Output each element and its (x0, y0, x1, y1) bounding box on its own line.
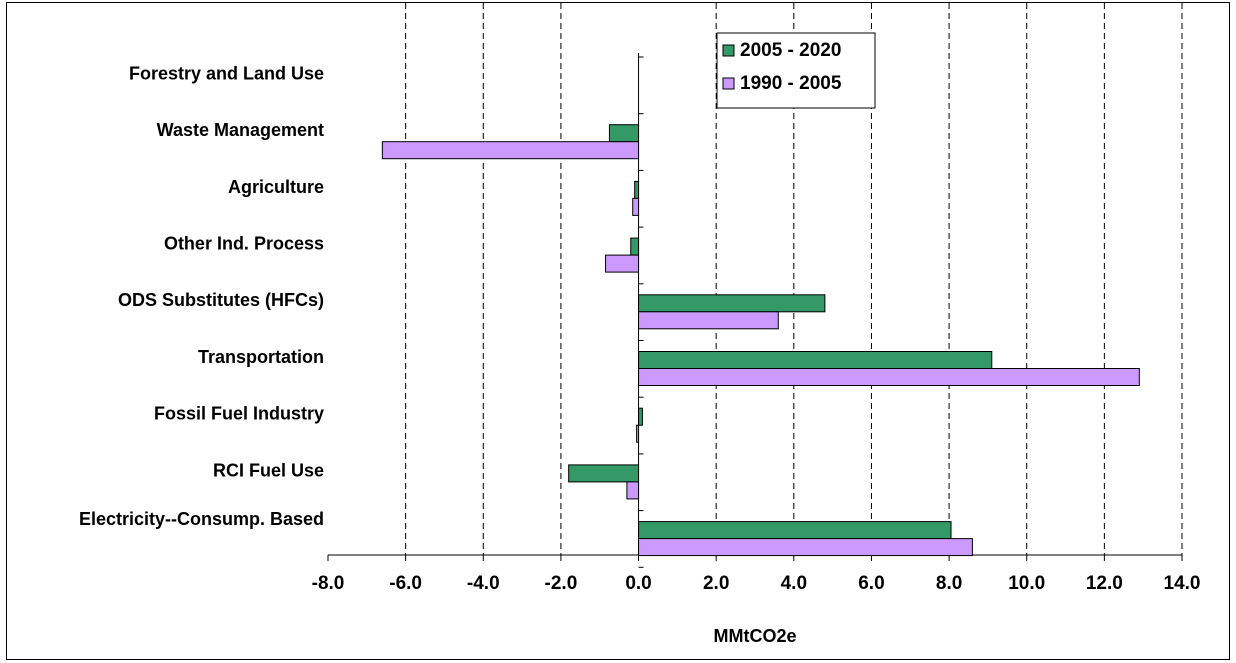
bar (638, 368, 1140, 386)
category-label: Waste Management (157, 120, 324, 140)
category-label: ODS Substitutes (HFCs) (118, 290, 324, 310)
bar (638, 407, 643, 426)
x-tick-label: 0.0 (625, 573, 651, 594)
category-label: Other Ind. Process (164, 233, 324, 253)
bar (638, 294, 826, 313)
x-tick-label: 2.0 (703, 573, 729, 594)
x-tick-label: -6.0 (389, 573, 422, 594)
bar (605, 254, 640, 273)
bar-chart: -8.0 -6.0 -4.0 -2.0 0.0 2.0 4.0 6.0 8.0 10.0 12.0 1… (79, 3, 1201, 646)
bar (638, 351, 993, 369)
bar (626, 481, 640, 500)
bar (638, 311, 779, 330)
x-tick-label: 10.0 (1008, 573, 1045, 594)
category-label: RCI Fuel Use (213, 460, 324, 480)
bar (638, 521, 952, 540)
category-label: Electricity--Consump. Based (79, 509, 324, 529)
legend-label-1990-2005: 1990 - 2005 (740, 73, 842, 94)
legend-box (716, 32, 876, 109)
bar (608, 124, 640, 143)
bar (632, 197, 640, 216)
category-label: Fossil Fuel Industry (154, 404, 324, 424)
x-tick-label: 8.0 (936, 573, 962, 594)
bar (381, 141, 640, 160)
labels: -8.0 -6.0 -4.0 -2.0 0.0 2.0 4.0 6.0 8.0 10.0 12.0 1… (79, 63, 1201, 594)
bar (634, 180, 640, 199)
x-axis-title: MMtCO2e (713, 626, 796, 646)
bar (636, 424, 640, 443)
bar (568, 464, 640, 483)
chart-frame: -8.0 -6.0 -4.0 -2.0 0.0 2.0 4.0 6.0 8.0 10.0 12.0 1… (6, 2, 1230, 660)
x-tick-label: 6.0 (858, 573, 884, 594)
legend-label-2005-2020: 2005 - 2020 (740, 40, 841, 61)
category-label: Agriculture (228, 177, 324, 197)
category-label: Forestry and Land Use (129, 63, 324, 83)
x-tick-label: -8.0 (312, 573, 345, 594)
bar (638, 538, 973, 557)
bars (381, 124, 1140, 557)
x-tick-label: 14.0 (1164, 573, 1201, 594)
legend: 2005 - 2020 1990 - 2005 (716, 32, 876, 109)
x-tick-label: 4.0 (781, 573, 807, 594)
bar (630, 237, 640, 256)
legend-swatch-1990-2005 (722, 77, 735, 90)
x-tick-label: -2.0 (545, 573, 578, 594)
x-tick-label: 12.0 (1086, 573, 1123, 594)
category-label: Transportation (198, 347, 324, 367)
legend-swatch-2005-2020 (722, 44, 735, 57)
x-tick-label: -4.0 (467, 573, 500, 594)
